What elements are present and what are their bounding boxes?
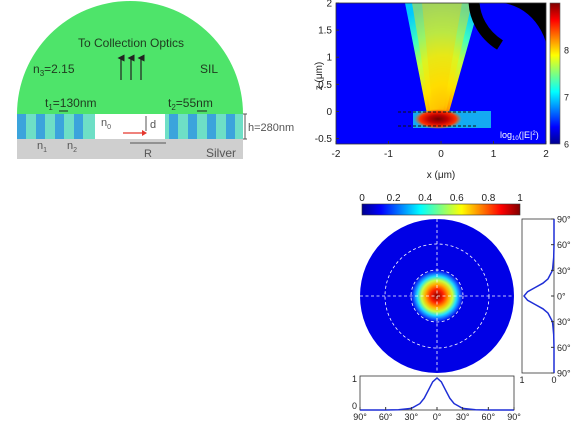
map-ylabel: z (μm) — [314, 62, 325, 91]
map-x-axis: -2 -1 0 1 2 — [332, 141, 549, 160]
side-profile-angle-ticks: 90° 60° 30° 0° 30° 60° 90° — [551, 215, 571, 379]
map-xlabel: x (μm) — [427, 170, 456, 181]
map-y-tick-label: 1 — [326, 53, 332, 64]
n1-label: n1 — [37, 140, 47, 154]
d-label: d — [150, 119, 156, 131]
left-inner-gap — [83, 114, 95, 139]
far-field-colorbar-ticks: 0 0.2 0.4 0.6 0.8 1 — [359, 193, 523, 204]
bottom-value-tick-label: 0 — [352, 401, 357, 411]
map-colorbar-tick-label: 7 — [564, 93, 569, 103]
far-field-colorbar-tick-label: 0.2 — [387, 193, 401, 204]
map-x-tick-label: 0 — [438, 149, 444, 160]
n2-label: n2 — [67, 140, 77, 154]
side-profile-curve — [523, 219, 555, 373]
map-y-tick-label: 0 — [326, 107, 332, 118]
sil-label: SIL — [200, 62, 218, 76]
side-profile-box — [521, 218, 555, 374]
silver-label: Silver — [206, 146, 236, 160]
map-y-tick-label: 1.5 — [318, 26, 332, 37]
t2-label: t2=55nm — [168, 96, 213, 112]
bottom-tick-label: 30° — [456, 412, 470, 422]
map-x-tick-label: 1 — [491, 149, 497, 160]
collection-title: To Collection Optics — [78, 36, 184, 50]
bottom-tick-label: 30° — [405, 412, 419, 422]
side-tick-label: 30° — [557, 266, 571, 276]
polar-grid — [360, 219, 514, 373]
bottom-profile-curve — [360, 376, 514, 411]
bottom-profile-value-ticks: 10 — [352, 374, 357, 411]
far-field-colorbar-tick-label: 0.8 — [481, 193, 495, 204]
map-x-tick-label: -1 — [384, 149, 393, 160]
far-field-colorbar — [361, 203, 521, 216]
far-field-colorbar-tick-label: 0.6 — [450, 193, 464, 204]
n0-label: n0 — [101, 117, 111, 131]
side-tick-label: 0° — [557, 292, 566, 302]
far-field-colorbar-tick-label: 0.4 — [418, 193, 432, 204]
bottom-tick-label: 90° — [353, 412, 367, 422]
bottom-profile-box — [359, 375, 515, 411]
side-tick-label: 30° — [557, 317, 571, 327]
map-colorbar-ticks: 8 7 6 — [564, 46, 569, 150]
grating-bars — [17, 114, 235, 139]
map-y-tick-label: 2 — [326, 0, 332, 10]
right-inner-gap — [165, 114, 169, 139]
dipole-arrowhead — [142, 130, 147, 136]
schematic: To Collection Optics n3=2.15 SIL t1=130n… — [17, 1, 294, 160]
h-label: h=280nm — [248, 122, 294, 134]
side-tick-label: 90° — [557, 215, 571, 225]
map-y-tick-label: -0.5 — [315, 134, 333, 145]
map-x-tick-label: -2 — [332, 149, 341, 160]
emission-cone — [405, 3, 480, 119]
n3-label: n3=2.15 — [33, 62, 75, 78]
map-colorbar-tick-label: 6 — [564, 140, 569, 150]
silver-substrate — [17, 139, 243, 159]
t1-label: t1=130nm — [45, 96, 97, 112]
map-colorbar — [549, 2, 561, 145]
bottom-profile-angle-ticks: 90° 60° 30° 0° 30° 60° 90° — [353, 407, 521, 422]
far-field-colorbar-tick-label: 1 — [517, 193, 523, 204]
hot-spot — [414, 109, 462, 129]
far-field-colorbar-tick-label: 0 — [359, 193, 365, 204]
colorbar-label: log10(|E|2) — [500, 130, 539, 142]
sil-interface-arc — [470, 3, 546, 43]
map-y-axis: 2 1.5 1 0.5 0 -0.5 — [315, 0, 339, 145]
map-colorbar-tick-label: 8 — [564, 46, 569, 56]
bottom-tick-label: 60° — [482, 412, 496, 422]
side-tick-label: 90° — [557, 369, 571, 379]
near-field-map: log10(|E|2) 2 1.5 1 0.5 0 -0.5 -2 -1 0 1 2 8 7 6 z … — [314, 0, 569, 181]
collection-arrows — [117, 54, 145, 80]
bottom-tick-label: 0° — [433, 412, 442, 422]
R-label: R — [144, 148, 152, 160]
side-tick-label: 60° — [557, 240, 571, 250]
map-x-tick-label: 2 — [543, 149, 549, 160]
bottom-tick-label: 90° — [507, 412, 521, 422]
side-tick-label: 60° — [557, 343, 571, 353]
side-value-tick-label: 0 — [551, 375, 556, 385]
bottom-tick-label: 60° — [379, 412, 393, 422]
side-value-tick-label: 1 — [519, 375, 524, 385]
map-y-tick-label: 0.5 — [318, 80, 332, 91]
bottom-value-tick-label: 1 — [352, 374, 357, 384]
center-cavity — [95, 114, 165, 139]
